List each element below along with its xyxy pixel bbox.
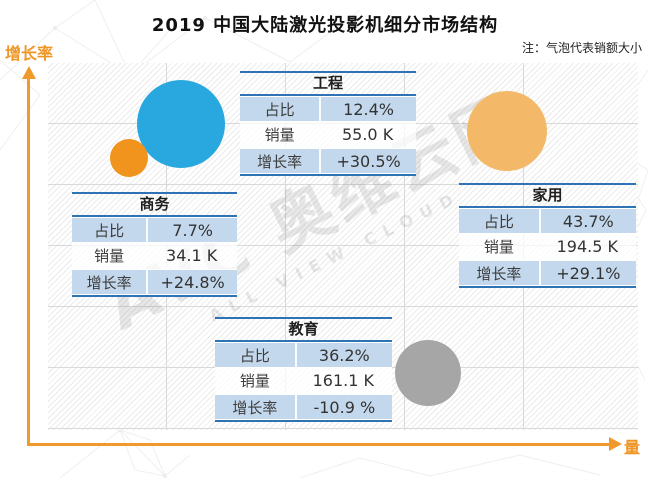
row-value-share: 12.4% [319, 97, 416, 121]
row-label-growth: 增长率 [476, 265, 522, 283]
table-education-title: 教育 [215, 317, 392, 342]
row-label-share: 占比 [483, 213, 514, 231]
table-row: 增长率 +30.5% [240, 148, 416, 174]
row-label-growth: 增长率 [232, 399, 278, 417]
table-business-title: 商务 [72, 192, 237, 217]
bubble-engineering [137, 80, 225, 168]
bubble-business [110, 139, 148, 177]
row-label-sales: 销量 [94, 247, 125, 265]
row-label-sales: 销量 [483, 238, 514, 256]
row-value-sales: 194.5 K [556, 237, 618, 256]
row-label-growth: 增长率 [257, 153, 303, 171]
table-row: 占比 7.7% [72, 217, 237, 243]
y-axis-line [27, 78, 30, 446]
table-row: 占比 12.4% [240, 96, 416, 122]
row-value-sales: 34.1 K [166, 246, 218, 265]
row-label-growth: 增长率 [86, 274, 132, 292]
table-row: 增长率 +24.8% [72, 269, 237, 295]
row-label-sales: 销量 [239, 372, 270, 390]
row-value-growth: +30.5% [319, 149, 416, 173]
bubble-size-note: 注：气泡代表销额大小 [521, 41, 642, 55]
table-row: 增长率 -10.9 % [215, 394, 392, 420]
y-axis-label: 增长率 [5, 44, 54, 63]
row-value-share: 43.7% [538, 209, 636, 233]
row-label-share: 占比 [94, 222, 125, 240]
row-value-sales: 55.0 K [341, 125, 394, 144]
x-axis-label: 量 [624, 438, 641, 457]
row-value-sales: 161.1 K [312, 371, 374, 390]
table-business: 商务 占比 7.7% 销量 34.1 K 增长率 +24.8% [72, 192, 237, 297]
row-label-share: 占比 [264, 101, 295, 119]
table-home-title: 家用 [459, 183, 636, 208]
table-row: 销量 55.0 K [240, 122, 416, 148]
y-axis-arrow-icon [22, 66, 36, 79]
table-engineering-title: 工程 [240, 71, 416, 96]
row-value-growth: +24.8% [146, 270, 237, 294]
table-row: 销量 34.1 K [72, 243, 237, 269]
row-value-growth: -10.9 % [294, 395, 392, 419]
table-engineering: 工程 占比 12.4% 销量 55.0 K 增长率 +30.5% [240, 71, 416, 176]
bubble-home [467, 91, 547, 171]
row-label-sales: 销量 [264, 126, 295, 144]
x-axis-line [27, 443, 611, 446]
table-education: 教育 占比 36.2% 销量 161.1 K 增长率 -10.9 % [215, 317, 392, 422]
table-row: 销量 161.1 K [215, 368, 392, 394]
table-row: 销量 194.5 K [459, 234, 636, 260]
x-axis-arrow-icon [609, 437, 622, 451]
table-row: 占比 36.2% [215, 342, 392, 368]
row-value-growth: +29.1% [538, 261, 636, 285]
page-title: 2019 中国大陆激光投影机细分市场结构 [151, 15, 499, 36]
table-home: 家用 占比 43.7% 销量 194.5 K 增长率 +29.1% [459, 183, 636, 288]
table-row: 占比 43.7% [459, 208, 636, 234]
row-value-share: 36.2% [294, 343, 392, 367]
table-row: 增长率 +29.1% [459, 260, 636, 286]
bubble-education [395, 340, 461, 406]
row-label-share: 占比 [239, 347, 270, 365]
row-value-share: 7.7% [146, 218, 237, 242]
